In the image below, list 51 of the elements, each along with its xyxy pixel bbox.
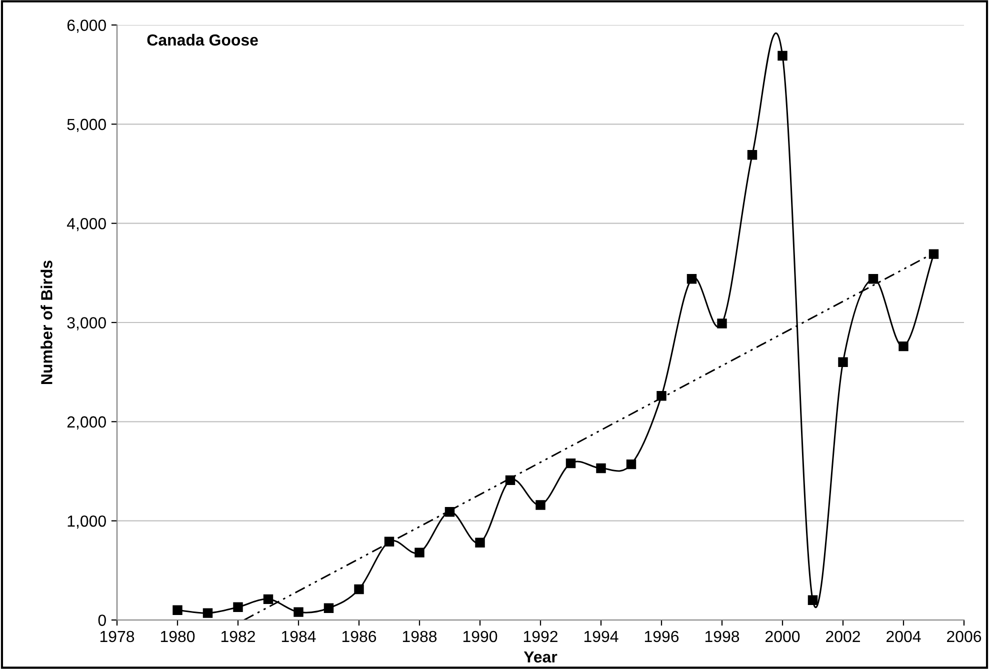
x-tick-label: 1994 — [584, 630, 618, 642]
x-tick-label: 1992 — [524, 630, 558, 642]
point — [324, 603, 334, 613]
point — [898, 341, 908, 352]
point — [808, 595, 818, 606]
point — [414, 548, 424, 558]
point — [928, 249, 939, 259]
point — [294, 607, 304, 617]
y-tick-label: 1,000 — [68, 515, 106, 529]
x-tick-label: 1990 — [463, 630, 498, 642]
point — [505, 475, 516, 486]
y-tick-label: 4,000 — [66, 218, 106, 232]
point — [172, 605, 182, 615]
x-tick-label: 1978 — [100, 630, 134, 642]
point — [868, 274, 878, 284]
x-tick-label: 1998 — [705, 630, 740, 642]
x-tick-label: 2006 — [947, 630, 982, 642]
point — [717, 318, 727, 328]
point — [778, 50, 788, 61]
x-tick-label: 1982 — [221, 630, 255, 642]
x-tick-label: 1984 — [282, 630, 316, 642]
point — [536, 500, 546, 510]
point — [626, 459, 636, 470]
x-tick-label: 1986 — [342, 630, 376, 642]
x-tick-label: 2004 — [886, 630, 921, 642]
y-tick-label: 3,000 — [67, 317, 106, 330]
point — [354, 584, 364, 594]
x-tick-label: 2002 — [826, 630, 860, 642]
point — [202, 608, 213, 618]
y-tick-label: 6,000 — [67, 20, 106, 33]
point — [384, 536, 394, 547]
point — [747, 150, 758, 160]
x-tick-label: 1996 — [644, 630, 679, 642]
point — [566, 458, 576, 468]
point — [596, 463, 606, 474]
y-axis-title: Number of Birds — [40, 260, 52, 384]
point — [444, 507, 455, 517]
point — [838, 357, 848, 368]
chart-title: Canada Goose — [147, 34, 258, 46]
point — [233, 602, 243, 612]
point — [686, 274, 697, 284]
point — [263, 594, 274, 604]
x-tick-label: 1988 — [402, 630, 437, 642]
y-tick-label: 5,000 — [67, 118, 106, 132]
point — [475, 538, 485, 548]
y-tick-label: 2,000 — [67, 416, 106, 430]
x-tick-label: 2000 — [766, 630, 800, 642]
x-axis-title: Year — [524, 651, 558, 663]
y-tick-label: 0 — [98, 614, 106, 626]
point — [656, 391, 666, 401]
x-tick-label: 1980 — [160, 630, 195, 642]
